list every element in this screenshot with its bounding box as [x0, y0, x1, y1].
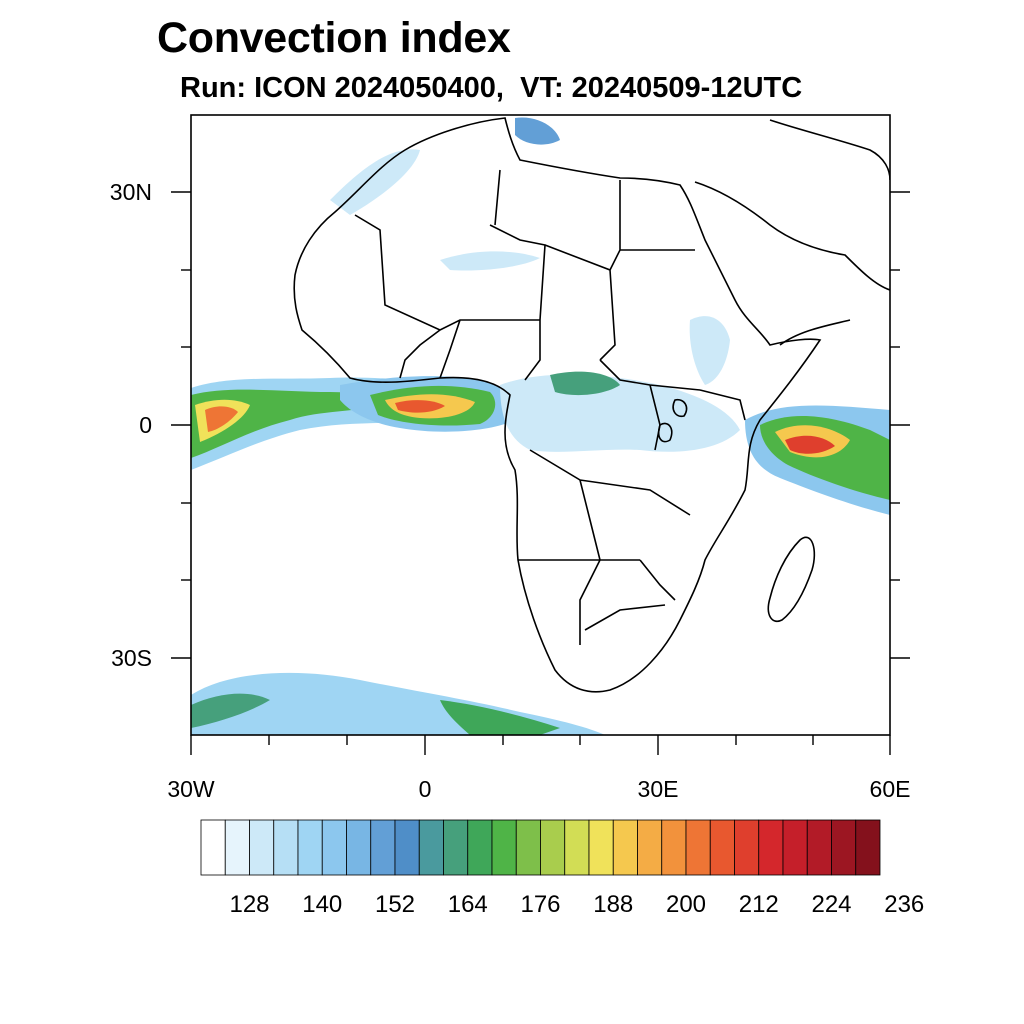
axis-ticks: [171, 191, 910, 755]
colorbar-label: 200: [666, 891, 706, 918]
map-subtitle: Run: ICON 2024050400, VT: 20240509-12UTC: [180, 72, 803, 104]
arabian-peninsula-coastline: [694, 119, 890, 346]
colorbar-swatch: [346, 819, 372, 876]
convection-core-guinea: [395, 400, 445, 413]
convection-core-indian-ocean: [785, 435, 835, 454]
colorbar-swatch: [224, 819, 250, 876]
colorbar-swatch: [467, 819, 493, 876]
convection-band-southern-ocean-east: [440, 700, 560, 735]
colorbar-swatch: [782, 819, 808, 876]
colorbar-swatch: [249, 819, 275, 876]
colorbar-swatch: [806, 819, 832, 876]
coastlines: [293, 117, 890, 693]
colorbar-swatch: [855, 819, 881, 876]
convection-field: [191, 117, 890, 735]
lat-label-0: 0: [139, 412, 152, 438]
convection-area-east-africa: [689, 316, 730, 385]
lon-label-60e: 60E: [870, 776, 911, 802]
colorbar-label: 236: [884, 891, 924, 918]
convection-area-mediterranean: [515, 117, 560, 145]
colorbar-swatch: [394, 819, 420, 876]
convection-area-sahara: [440, 251, 540, 271]
colorbar-swatch: [418, 819, 444, 876]
colorbar-swatch: [709, 819, 735, 876]
convection-area-central-africa-mid: [550, 371, 620, 396]
colorbar-swatch: [200, 819, 226, 876]
colorbar-swatch: [297, 819, 323, 876]
colorbar-swatch: [564, 819, 590, 876]
convection-area-central-africa: [500, 374, 740, 452]
colorbar: [200, 819, 881, 876]
lake-outlines: [657, 398, 688, 443]
colorbar-swatch: [273, 819, 299, 876]
colorbar-label: 176: [520, 891, 560, 918]
colorbar-label: 128: [229, 891, 269, 918]
colorbar-swatch: [734, 819, 760, 876]
lat-label-30n: 30N: [110, 179, 152, 205]
convection-area-north-africa: [330, 149, 420, 215]
colorbar-labels: 128 140 152 164 176 188 200 212 224 236: [229, 891, 924, 918]
lon-label-0: 0: [419, 776, 432, 802]
colorbar-label: 164: [448, 891, 488, 918]
colorbar-label: 140: [302, 891, 342, 918]
colorbar-swatch: [491, 819, 517, 876]
colorbar-swatch: [637, 819, 663, 876]
colorbar-swatch: [515, 819, 541, 876]
colorbar-swatch: [588, 819, 614, 876]
colorbar-label: 224: [811, 891, 851, 918]
colorbar-swatch: [831, 819, 857, 876]
colorbar-swatch: [661, 819, 687, 876]
colorbar-swatch: [612, 819, 638, 876]
colorbar-swatch: [321, 819, 347, 876]
africa-coastline: [293, 117, 822, 693]
colorbar-label: 152: [375, 891, 415, 918]
colorbar-swatch: [540, 819, 566, 876]
madagascar-coastline: [767, 536, 816, 622]
map-title: Convection index: [157, 14, 511, 62]
colorbar-label: 188: [593, 891, 633, 918]
lon-label-30e: 30E: [638, 776, 679, 802]
colorbar-label: 212: [739, 891, 779, 918]
colorbar-swatch: [758, 819, 784, 876]
convection-core-atlantic-west: [205, 406, 238, 432]
colorbar-swatch: [370, 819, 396, 876]
lat-label-30s: 30S: [111, 645, 152, 671]
colorbar-swatch: [443, 819, 469, 876]
colorbar-swatch: [685, 819, 711, 876]
convection-band-southern-ocean-mid: [191, 693, 270, 728]
lon-label-30w: 30W: [167, 776, 215, 802]
